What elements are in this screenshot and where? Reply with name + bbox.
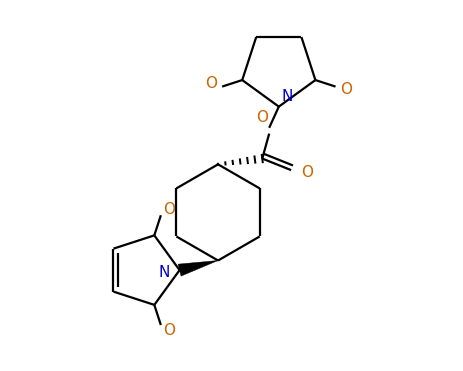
Text: O: O	[206, 76, 218, 91]
Text: O: O	[257, 110, 268, 125]
Text: O: O	[301, 164, 313, 180]
Text: N: N	[282, 89, 293, 104]
Text: O: O	[163, 324, 175, 338]
Text: N: N	[158, 265, 169, 280]
Polygon shape	[178, 260, 218, 276]
Text: O: O	[340, 82, 352, 97]
Text: O: O	[163, 202, 175, 217]
